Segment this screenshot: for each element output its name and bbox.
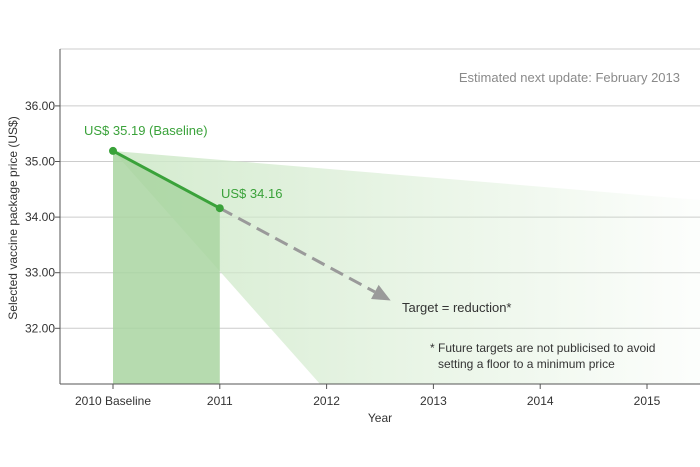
- price-area-fill: [113, 150, 220, 384]
- target-label: Target = reduction*: [402, 300, 511, 315]
- projection-arrowhead: [371, 284, 391, 301]
- x-tick-label: 2015: [634, 394, 661, 408]
- update-note: Estimated next update: February 2013: [459, 70, 680, 85]
- x-tick-label: 2012: [313, 394, 340, 408]
- footnote-line-2: setting a floor to a minimum price: [438, 357, 615, 371]
- y-tick-label: 34.00: [25, 210, 55, 224]
- data-point: [215, 204, 224, 213]
- data-label-2011: US$ 34.16: [221, 186, 282, 201]
- x-axis-title: Year: [368, 411, 392, 425]
- uncertainty-cone: [113, 150, 700, 384]
- x-tick-label: 2010 Baseline: [75, 394, 151, 408]
- data-point: [109, 146, 117, 155]
- y-axis-title: Selected vaccine package price (US$): [6, 116, 20, 319]
- x-tick-label: 2013: [420, 394, 447, 408]
- y-axis-ticks: 32.00 33.00 34.00 35.00 36.00: [25, 99, 60, 335]
- y-tick-label: 32.00: [25, 321, 55, 335]
- x-tick-label: 2014: [527, 394, 554, 408]
- footnote-line-1: * Future targets are not publicised to a…: [430, 341, 655, 355]
- y-tick-label: 36.00: [25, 99, 55, 113]
- x-tick-label: 2011: [207, 394, 233, 408]
- data-points: [109, 146, 224, 213]
- y-tick-label: 33.00: [25, 266, 55, 280]
- data-label-baseline: US$ 35.19 (Baseline): [84, 123, 208, 138]
- price-line: [112, 149, 221, 210]
- y-tick-label: 35.00: [25, 155, 55, 169]
- projection-line: [219, 206, 376, 294]
- x-axis-ticks: 2010 Baseline 2011 2012 2013 2014 2015: [75, 384, 661, 408]
